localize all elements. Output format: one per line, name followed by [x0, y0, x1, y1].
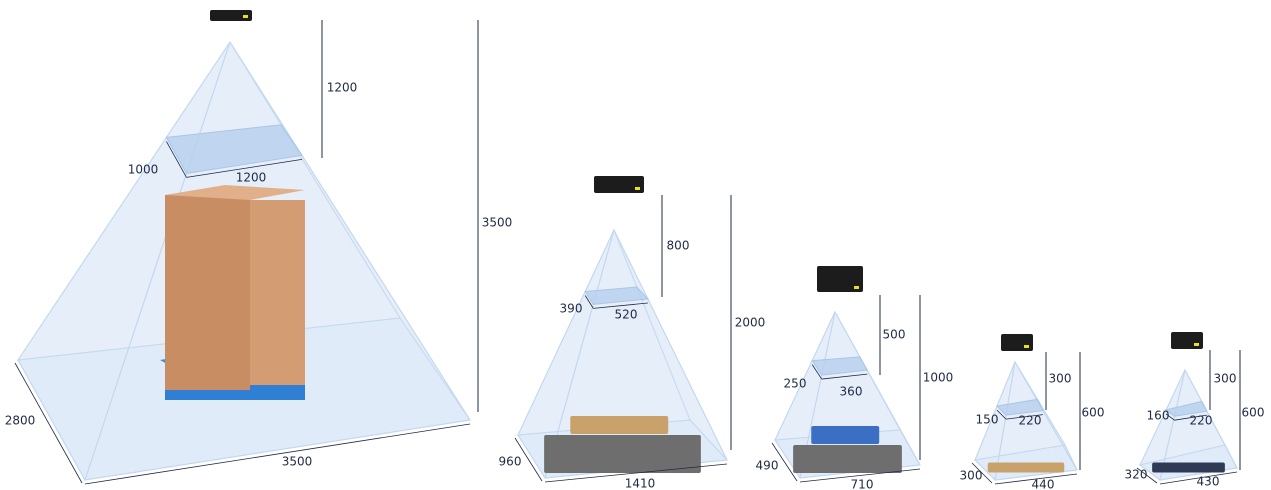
dimension-label: 1200 — [236, 171, 267, 185]
camera — [1171, 332, 1203, 349]
dimension-label: 220 — [1190, 414, 1213, 428]
dimension-label: 360 — [840, 385, 863, 399]
dimension-line — [821, 373, 868, 380]
dimension-line — [84, 423, 471, 485]
camera-mark — [243, 15, 248, 18]
dimension-label: 150 — [976, 413, 999, 427]
dimension-line — [771, 442, 798, 482]
boxes-side — [165, 195, 250, 390]
dimension-line — [186, 159, 303, 178]
camera — [210, 10, 252, 21]
dimension-line — [994, 473, 1078, 485]
dimension-label: 1410 — [625, 477, 656, 490]
dimension-label: 800 — [667, 239, 690, 253]
camera — [1001, 334, 1033, 351]
dimension-label: 160 — [1147, 409, 1170, 423]
dimension-label: 220 — [1019, 414, 1042, 428]
boxes-top — [165, 185, 305, 200]
dimension-label: 250 — [784, 377, 807, 391]
object — [1152, 462, 1225, 473]
dimension-line — [996, 409, 1007, 420]
dimension-label: 710 — [851, 478, 874, 490]
dimension-label: 440 — [1032, 478, 1055, 490]
dimension-line — [1005, 414, 1043, 420]
dimension-label: 1000 — [923, 371, 954, 385]
dimension-label: 500 — [883, 328, 906, 342]
dimension-line — [1159, 471, 1238, 485]
dimension-label: 2800 — [5, 414, 36, 428]
camera — [594, 176, 644, 193]
near-plane — [811, 356, 869, 376]
dimension-label: 600 — [1082, 406, 1105, 420]
dimension-line — [544, 463, 728, 483]
fov-face — [994, 360, 1078, 481]
dimension-label: 390 — [560, 302, 583, 316]
camera-group: 800 2000 390 520 960 1410 — [499, 176, 766, 490]
dimension-line — [1174, 414, 1207, 421]
dimension-line — [166, 141, 187, 178]
camera-group: 300 600 150 220 300 440 — [960, 334, 1105, 490]
dimension-label: 430 — [1197, 475, 1220, 489]
dimension-label: 3500 — [282, 455, 313, 469]
dimension-line — [1136, 467, 1158, 484]
dimension-label: 320 — [1125, 468, 1148, 482]
dimension-label: 3500 — [482, 216, 513, 230]
dimension-line — [593, 302, 648, 309]
dimension-line — [1165, 413, 1175, 421]
dimension-label: 300 — [1049, 372, 1072, 386]
dimension-label: 490 — [756, 459, 779, 473]
dimension-line — [811, 364, 823, 380]
camera-mark — [854, 286, 859, 289]
object — [987, 462, 1065, 473]
dimension-line — [14, 362, 83, 484]
fov-face — [1159, 368, 1238, 481]
object — [544, 435, 701, 473]
object — [793, 445, 902, 473]
object-items — [811, 426, 880, 444]
dimension-label: 1200 — [327, 81, 358, 95]
dimension-label: 1000 — [128, 163, 159, 177]
camera-mark — [1024, 345, 1029, 348]
dimension-label: 960 — [499, 455, 522, 469]
dimension-line — [514, 437, 543, 482]
dimension-line — [584, 295, 594, 309]
boxes-front — [250, 200, 305, 385]
dimension-label: 520 — [615, 308, 638, 322]
near-plane — [1164, 400, 1208, 417]
camera-mark — [1194, 343, 1199, 346]
object-items — [570, 416, 669, 434]
camera — [817, 266, 863, 292]
dimension-label: 300 — [960, 469, 983, 483]
camera-group: 500 1000 250 360 490 710 — [756, 266, 954, 490]
dimension-label: 600 — [1242, 406, 1265, 420]
near-plane — [165, 124, 303, 174]
camera-group: 300 600 160 220 320 430 — [1125, 332, 1265, 489]
camera-group: 1200 3500 1000 1200 2800 3500 — [5, 10, 513, 485]
dimension-label: 300 — [1214, 372, 1237, 386]
near-plane — [584, 286, 649, 305]
camera-mark — [635, 187, 640, 190]
near-plane — [995, 398, 1044, 416]
dimension-line — [799, 468, 921, 483]
dimension-label: 2000 — [735, 316, 766, 330]
dimension-line — [971, 462, 993, 484]
